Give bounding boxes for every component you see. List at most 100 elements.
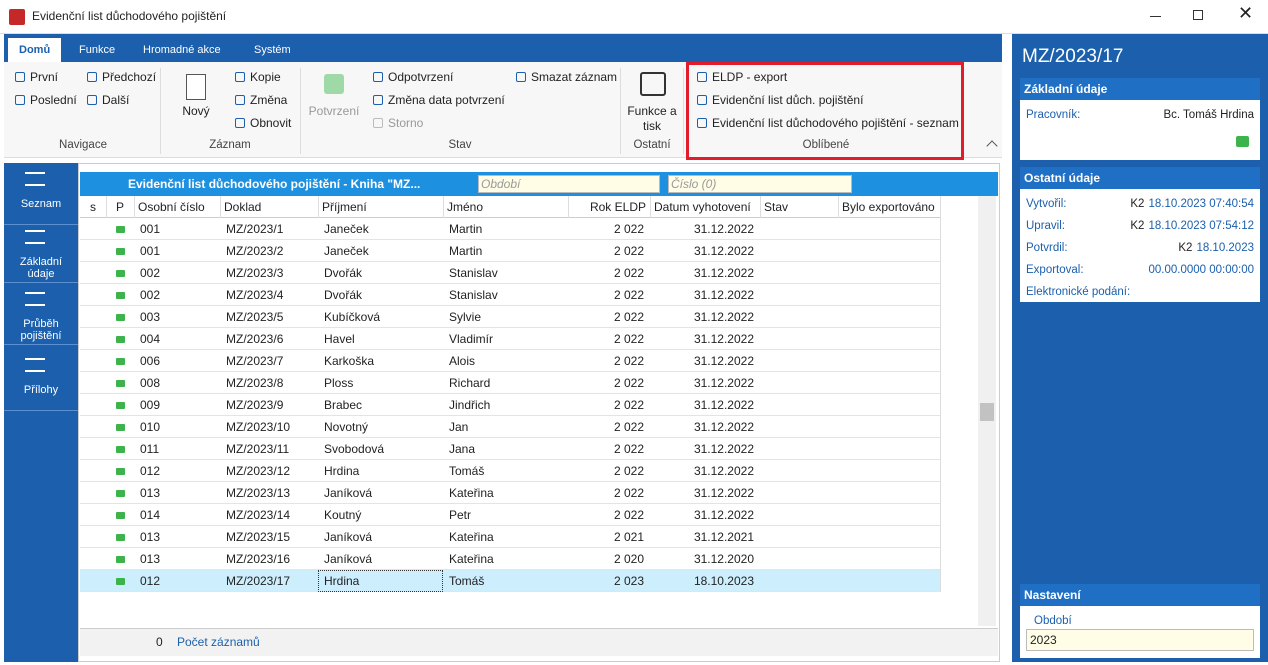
grid-cell[interactable]: 31.12.2022 <box>693 266 754 280</box>
ribbon-button[interactable]: Evidenční list důch. pojištění <box>712 93 864 107</box>
grid-cell[interactable]: MZ/2023/3 <box>226 266 284 280</box>
grid-cell[interactable]: 2 022 <box>613 354 644 368</box>
grid-cell[interactable]: 2 022 <box>613 288 644 302</box>
grid-cell[interactable]: 31.12.2022 <box>693 420 754 434</box>
grid-cell[interactable]: MZ/2023/14 <box>226 508 291 522</box>
ribbon-button[interactable]: Změna data potvrzení <box>388 93 505 107</box>
grid-cell[interactable]: 31.12.2020 <box>693 552 754 566</box>
grid-cell[interactable]: MZ/2023/9 <box>226 398 284 412</box>
grid-cell[interactable]: 2 022 <box>613 310 644 324</box>
grid-cell[interactable]: 011 <box>140 442 160 456</box>
grid-cell[interactable]: 002 <box>140 288 161 302</box>
grid-cell[interactable]: MZ/2023/2 <box>226 244 284 258</box>
grid-cell[interactable]: 2 022 <box>613 442 644 456</box>
column-header[interactable]: Osobní číslo <box>138 200 205 214</box>
grid-cell[interactable]: Jan <box>449 420 469 434</box>
grid-cell[interactable]: MZ/2023/5 <box>226 310 284 324</box>
filter-placeholder[interactable]: Číslo (0) <box>671 177 717 191</box>
grid-cell[interactable]: 2 022 <box>613 376 644 390</box>
ribbon-button[interactable]: Smazat záznam <box>531 70 618 84</box>
grid-cell[interactable]: 31.12.2022 <box>693 354 754 368</box>
grid-cell[interactable]: Novotný <box>324 420 369 434</box>
grid-cell[interactable]: Vladimír <box>449 332 494 346</box>
grid-cell[interactable]: MZ/2023/16 <box>226 552 291 566</box>
grid-cell[interactable]: Tomáš <box>449 574 485 588</box>
grid-cell[interactable]: Janeček <box>324 222 369 236</box>
grid-cell[interactable]: Tomáš <box>449 464 485 478</box>
column-header[interactable]: Stav <box>764 200 789 214</box>
grid-cell[interactable]: 31.12.2022 <box>693 222 754 236</box>
grid-cell[interactable]: MZ/2023/6 <box>226 332 284 346</box>
ribbon-tab[interactable]: Domů <box>8 38 62 62</box>
ribbon-button[interactable]: Nový <box>182 104 210 118</box>
column-header[interactable]: Příjmení <box>322 200 367 214</box>
grid-cell[interactable]: Dvořák <box>324 288 363 302</box>
grid-cell[interactable]: 2 020 <box>613 552 644 566</box>
ribbon-button[interactable]: Změna <box>250 93 288 107</box>
grid-cell[interactable]: Richard <box>449 376 491 390</box>
settings-value[interactable]: 2023 <box>1030 633 1057 647</box>
grid-cell[interactable]: 2 022 <box>613 222 644 236</box>
grid-cell[interactable]: 010 <box>140 420 161 434</box>
grid-cell[interactable]: 013 <box>140 552 161 566</box>
grid-cell[interactable]: 012 <box>140 464 161 478</box>
grid-cell[interactable]: Martin <box>449 222 483 236</box>
ribbon-tab[interactable]: Hromadné akce <box>143 44 221 56</box>
nav-item[interactable]: Seznam <box>20 198 62 210</box>
grid-cell[interactable]: Svobodová <box>324 442 385 456</box>
grid-cell[interactable]: Dvořák <box>324 266 363 280</box>
grid-cell[interactable]: 2 021 <box>613 530 644 544</box>
grid-cell[interactable]: 2 022 <box>613 420 644 434</box>
grid-cell[interactable]: MZ/2023/15 <box>226 530 291 544</box>
grid-cell[interactable]: Hrdina <box>324 464 360 478</box>
grid-cell[interactable]: 001 <box>140 222 161 236</box>
grid-cell[interactable]: 31.12.2022 <box>693 442 754 456</box>
grid-cell[interactable]: 2 022 <box>613 332 644 346</box>
close-button[interactable]: ✕ <box>1238 3 1254 23</box>
grid-cell[interactable]: MZ/2023/11 <box>226 442 290 456</box>
filter-placeholder[interactable]: Období <box>481 177 521 191</box>
grid-cell[interactable]: 008 <box>140 376 161 390</box>
grid-cell[interactable]: 2 022 <box>613 266 644 280</box>
column-header[interactable]: Datum vyhotovení <box>654 200 751 214</box>
grid-cell[interactable]: 2 022 <box>613 398 644 412</box>
grid-cell[interactable]: Stanislav <box>449 288 498 302</box>
grid-cell[interactable]: 31.12.2022 <box>693 398 754 412</box>
grid-cell[interactable]: Janíková <box>324 552 373 566</box>
grid-cell[interactable]: 31.12.2022 <box>693 310 754 324</box>
grid-cell[interactable]: Janíková <box>324 486 373 500</box>
grid-cell[interactable]: 014 <box>140 508 161 522</box>
grid-cell[interactable]: 31.12.2022 <box>693 332 754 346</box>
grid-cell[interactable]: Kateřina <box>449 552 494 566</box>
grid-cell[interactable]: MZ/2023/8 <box>226 376 284 390</box>
ribbon-button[interactable]: Storno <box>388 116 424 130</box>
grid-cell[interactable]: 002 <box>140 266 161 280</box>
grid-cell[interactable]: MZ/2023/4 <box>226 288 284 302</box>
column-header[interactable]: s <box>90 200 96 214</box>
grid-cell[interactable]: 31.12.2022 <box>693 376 754 390</box>
nav-item[interactable]: Přílohy <box>23 384 59 396</box>
grid-cell[interactable]: Karkoška <box>324 354 375 368</box>
grid-cell[interactable]: MZ/2023/10 <box>226 420 291 434</box>
nav-item[interactable]: Základní údaje <box>19 256 63 280</box>
grid-cell[interactable]: Havel <box>324 332 355 346</box>
grid-cell[interactable]: 001 <box>140 244 161 258</box>
grid-cell[interactable]: MZ/2023/12 <box>226 464 291 478</box>
grid-cell[interactable]: Kateřina <box>449 530 494 544</box>
grid-cell[interactable]: Kateřina <box>449 486 494 500</box>
ribbon-button[interactable]: Potvrzení <box>308 104 360 118</box>
ribbon-button[interactable]: Předchozí <box>102 70 157 84</box>
grid-cell[interactable]: 2 022 <box>613 464 644 478</box>
column-header[interactable]: P <box>115 200 124 214</box>
grid-cell[interactable]: 2 022 <box>613 486 644 500</box>
nav-item[interactable]: Průběh pojištění <box>20 318 62 342</box>
grid-cell[interactable]: 006 <box>140 354 161 368</box>
grid-cell[interactable]: 31.12.2022 <box>693 508 754 522</box>
ribbon-button[interactable]: Evidenční list důchodového pojištění - s… <box>712 116 959 130</box>
column-header[interactable]: Rok ELDP <box>589 200 646 214</box>
grid-cell[interactable]: 013 <box>140 486 161 500</box>
grid-cell[interactable]: Martin <box>449 244 483 258</box>
grid-cell[interactable]: Hrdina <box>324 574 360 588</box>
grid-cell[interactable]: 004 <box>140 332 161 346</box>
ribbon-button[interactable]: Poslední <box>30 93 77 107</box>
